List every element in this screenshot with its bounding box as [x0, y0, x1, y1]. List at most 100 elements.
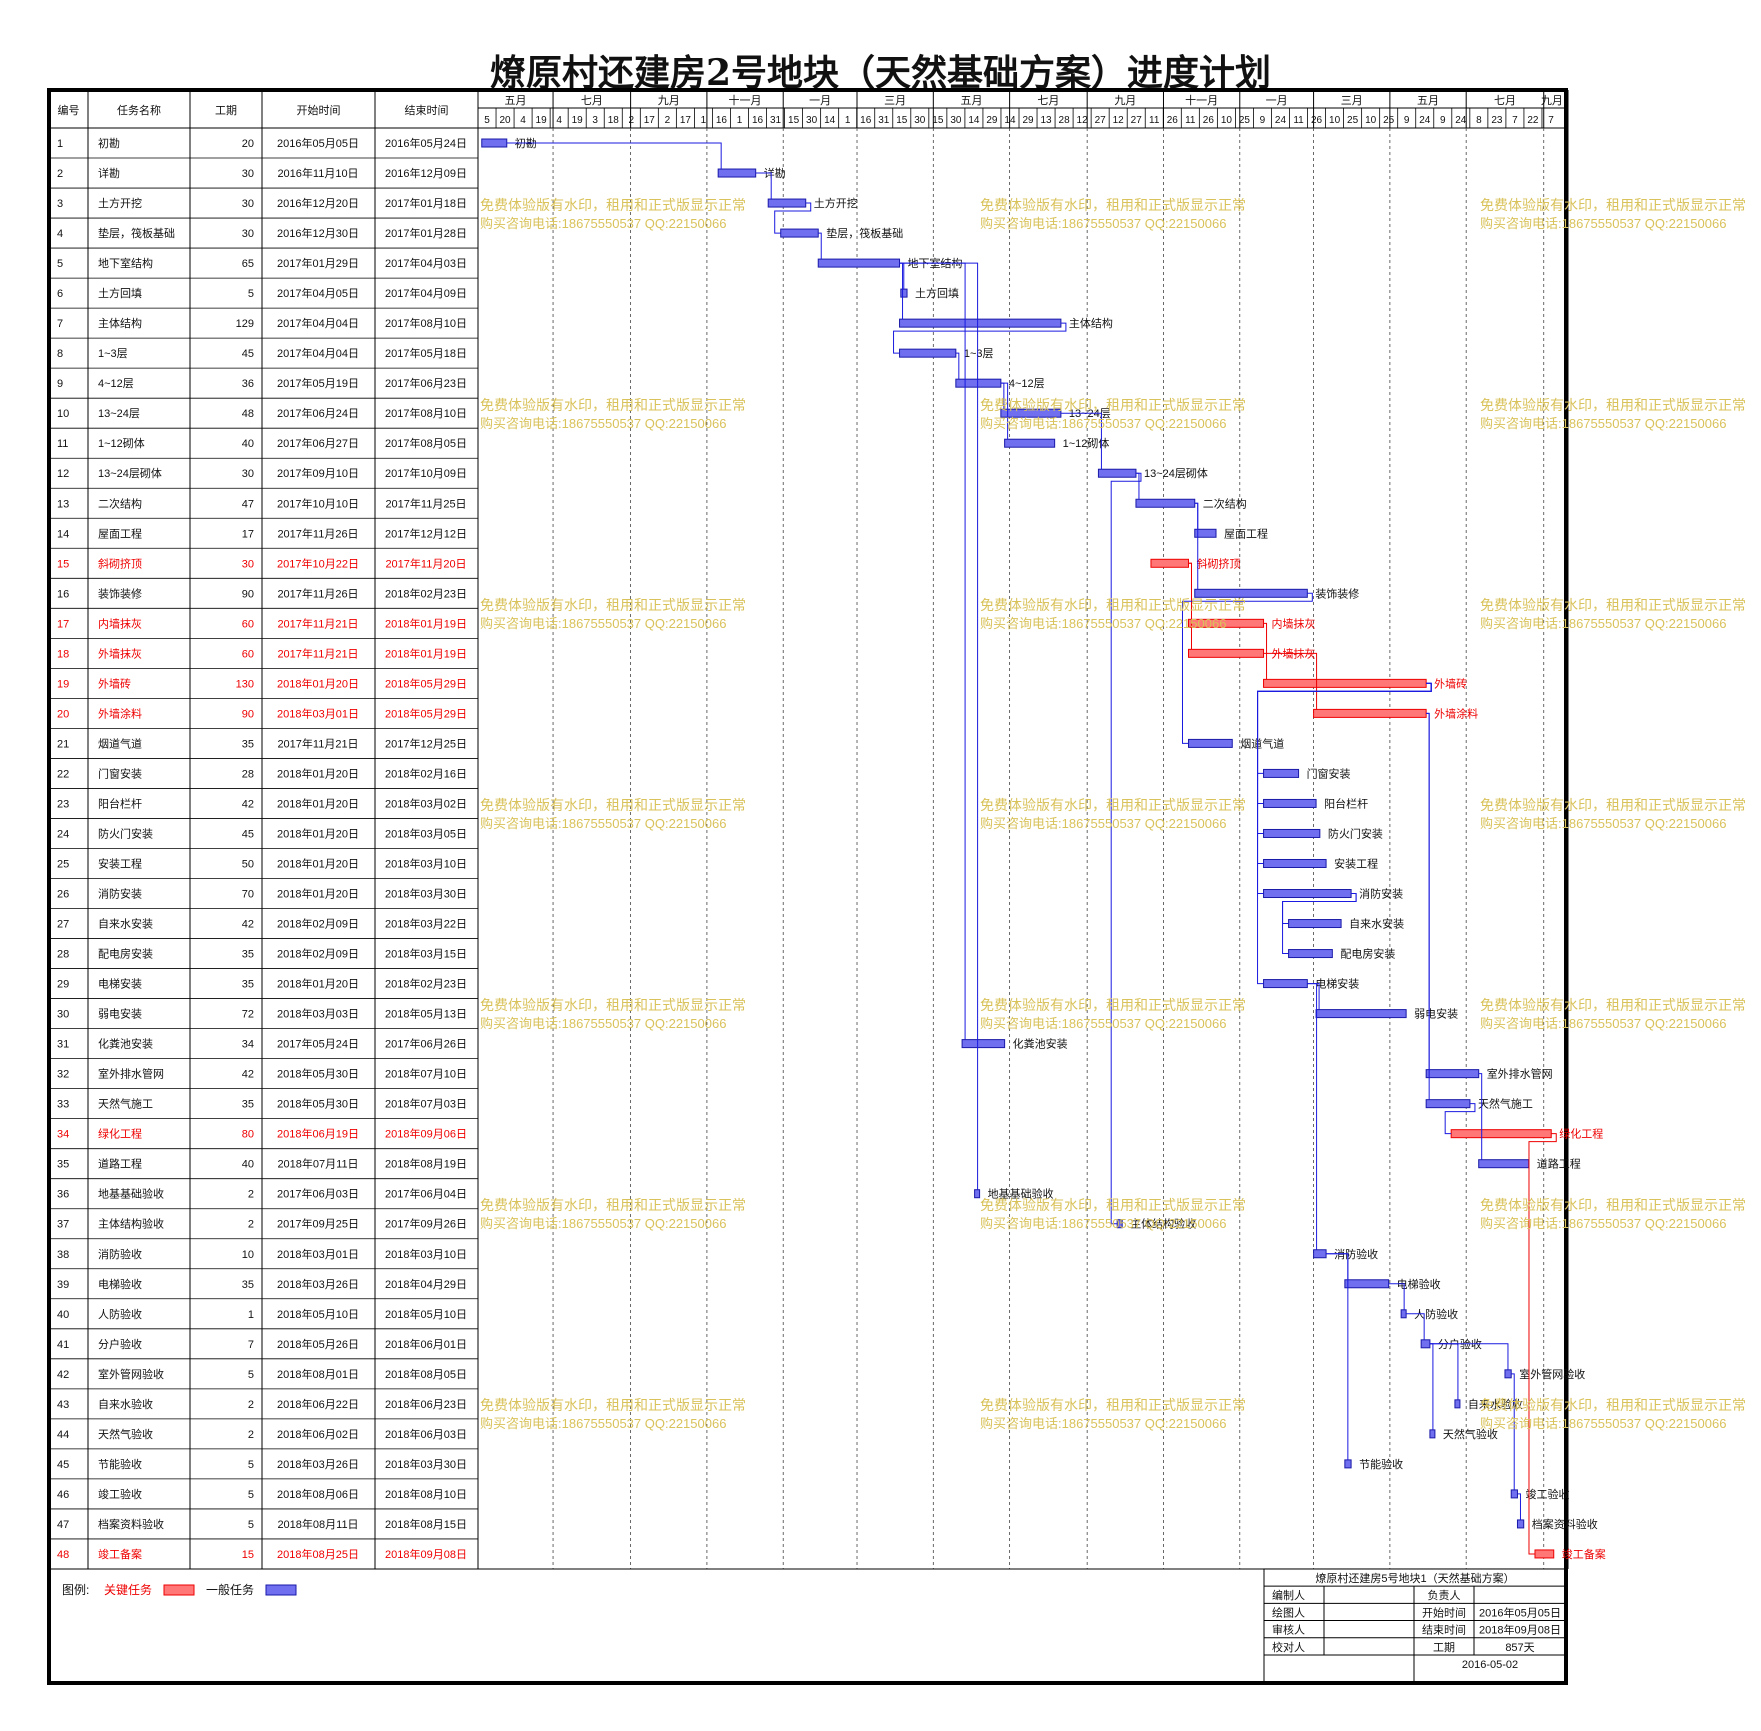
- task-id: 39: [57, 1279, 69, 1291]
- task-name: 13~24层: [98, 407, 140, 420]
- week-tick-label: 28: [1059, 115, 1071, 126]
- dependency-link: [893, 322, 1067, 354]
- column-header-1: 任务名称: [117, 103, 161, 117]
- week-tick-label: 24: [1275, 115, 1287, 126]
- task-end: 2018年06月01日: [385, 1337, 467, 1351]
- month-label: 三月: [1341, 95, 1363, 107]
- task-id: 1: [57, 138, 63, 150]
- task-bar: [1425, 1099, 1471, 1109]
- bar-label: 主体结构验收: [1130, 1217, 1196, 1231]
- task-name: 外墙涂料: [98, 706, 142, 720]
- task-start: 2018年05月26日: [277, 1337, 359, 1351]
- task-duration: 60: [242, 618, 254, 630]
- task-end: 2017年08月10日: [385, 316, 467, 330]
- watermark-text: 购买咨询电话:18675550537 QQ:22150066: [1480, 816, 1726, 831]
- watermark-text: 购买咨询电话:18675550537 QQ:22150066: [480, 616, 726, 631]
- task-id: 35: [57, 1159, 69, 1171]
- task-id: 25: [57, 858, 69, 870]
- task-duration: 48: [242, 408, 254, 420]
- task-bar: [1263, 858, 1327, 868]
- week-tick-label: 30: [806, 115, 818, 126]
- task-id: 46: [57, 1489, 69, 1501]
- watermark-text: 购买咨询电话:18675550537 QQ:22150066: [480, 216, 726, 231]
- watermark-text: 免费体验版有水印，租用和正式版显示正常: [980, 797, 1246, 813]
- task-id: 23: [57, 798, 69, 810]
- task-bar: [1313, 708, 1427, 718]
- task-name: 道路工程: [98, 1157, 142, 1171]
- watermark-text: 购买咨询电话:18675550537 QQ:22150066: [1480, 1216, 1726, 1231]
- task-start: 2018年05月10日: [277, 1307, 359, 1321]
- bar-label: 自来水验收: [1468, 1397, 1523, 1411]
- dependency-link: [1528, 1133, 1557, 1555]
- task-start: 2017年06月24日: [277, 406, 359, 420]
- task-duration: 2: [248, 1429, 254, 1441]
- task-start: 2018年03月01日: [277, 706, 359, 720]
- bar-label: 消防验收: [1334, 1247, 1378, 1261]
- bar-label: 土方回填: [915, 286, 959, 300]
- bar-label: 道路工程: [1537, 1157, 1581, 1171]
- watermark-text: 购买咨询电话:18675550537 QQ:22150066: [980, 1416, 1226, 1431]
- column-header-2: 工期: [215, 104, 237, 117]
- week-tick-label: 27: [1131, 115, 1143, 126]
- watermark-text: 购买咨询电话:18675550537 QQ:22150066: [1480, 1416, 1726, 1431]
- watermark-text: 免费体验版有水印，租用和正式版显示正常: [980, 597, 1246, 613]
- bar-label: 室外管网验收: [1519, 1367, 1585, 1381]
- task-duration: 34: [242, 1039, 254, 1051]
- week-tick-label: 24: [1419, 115, 1431, 126]
- task-bar: [1150, 558, 1189, 568]
- dependency-link: [955, 352, 960, 380]
- task-start: 2018年05月30日: [277, 1067, 359, 1081]
- bar-label: 弱电安装: [1414, 1007, 1458, 1021]
- dependency-link: [1181, 592, 1313, 744]
- week-tick-label: 23: [1491, 115, 1503, 126]
- week-tick-label: 2: [665, 115, 671, 126]
- task-start: 2017年10月10日: [277, 496, 359, 510]
- bar-label: 室外排水管网: [1487, 1067, 1553, 1081]
- bar-label: 地基基础验收: [988, 1187, 1054, 1201]
- week-tick-label: 9: [1404, 115, 1410, 126]
- task-bar: [1263, 768, 1300, 778]
- task-bar: [1344, 1459, 1352, 1469]
- task-name: 装饰装修: [98, 586, 142, 600]
- task-end: 2017年04月09日: [385, 286, 467, 300]
- task-end: 2018年01月19日: [385, 646, 467, 660]
- task-end: 2018年02月16日: [385, 766, 467, 780]
- task-duration: 36: [242, 378, 254, 390]
- watermark-text: 免费体验版有水印，租用和正式版显示正常: [480, 1397, 746, 1413]
- task-start: 2018年06月22日: [277, 1397, 359, 1411]
- watermark-text: 购买咨询电话:18675550537 QQ:22150066: [980, 1216, 1226, 1231]
- task-name: 主体结构验收: [98, 1217, 164, 1231]
- task-start: 2017年11月21日: [277, 646, 358, 660]
- bar-label: 1~12砌体: [1063, 436, 1110, 450]
- task-bar: [1450, 1129, 1552, 1139]
- task-name: 初勘: [98, 136, 120, 150]
- task-id: 30: [57, 1009, 69, 1021]
- task-bar: [1263, 889, 1352, 899]
- task-duration: 40: [242, 1159, 254, 1171]
- watermark-text: 购买咨询电话:18675550537 QQ:22150066: [1480, 416, 1726, 431]
- task-duration: 50: [242, 858, 254, 870]
- task-name: 土方回填: [98, 286, 142, 300]
- task-id: 41: [57, 1339, 69, 1351]
- watermark-text: 免费体验版有水印，租用和正式版显示正常: [980, 1397, 1246, 1413]
- bar-label: 化粪池安装: [1013, 1037, 1068, 1051]
- month-label: 五月: [960, 95, 982, 107]
- task-start: 2016年11月10日: [277, 166, 358, 180]
- task-duration: 42: [242, 798, 254, 810]
- task-end: 2018年05月29日: [385, 706, 467, 720]
- task-name: 自来水安装: [98, 917, 153, 931]
- bar-label: 配电房安装: [1340, 947, 1395, 961]
- task-bar: [974, 1189, 981, 1199]
- task-duration: 47: [242, 498, 254, 510]
- week-tick-label: 26: [1311, 115, 1323, 126]
- week-tick-label: 15: [788, 115, 800, 126]
- legend-normal-label: 一般任务: [206, 1582, 254, 1597]
- bar-label: 主体结构: [1069, 316, 1113, 330]
- week-tick-label: 20: [499, 115, 511, 126]
- task-end: 2018年06月23日: [385, 1397, 467, 1411]
- bar-label: 垫层，筏板基础: [826, 226, 903, 240]
- week-tick-label: 10: [1329, 115, 1341, 126]
- task-bar: [1135, 498, 1196, 508]
- task-end: 2017年12月12日: [385, 526, 467, 540]
- task-start: 2018年01月20日: [277, 766, 359, 780]
